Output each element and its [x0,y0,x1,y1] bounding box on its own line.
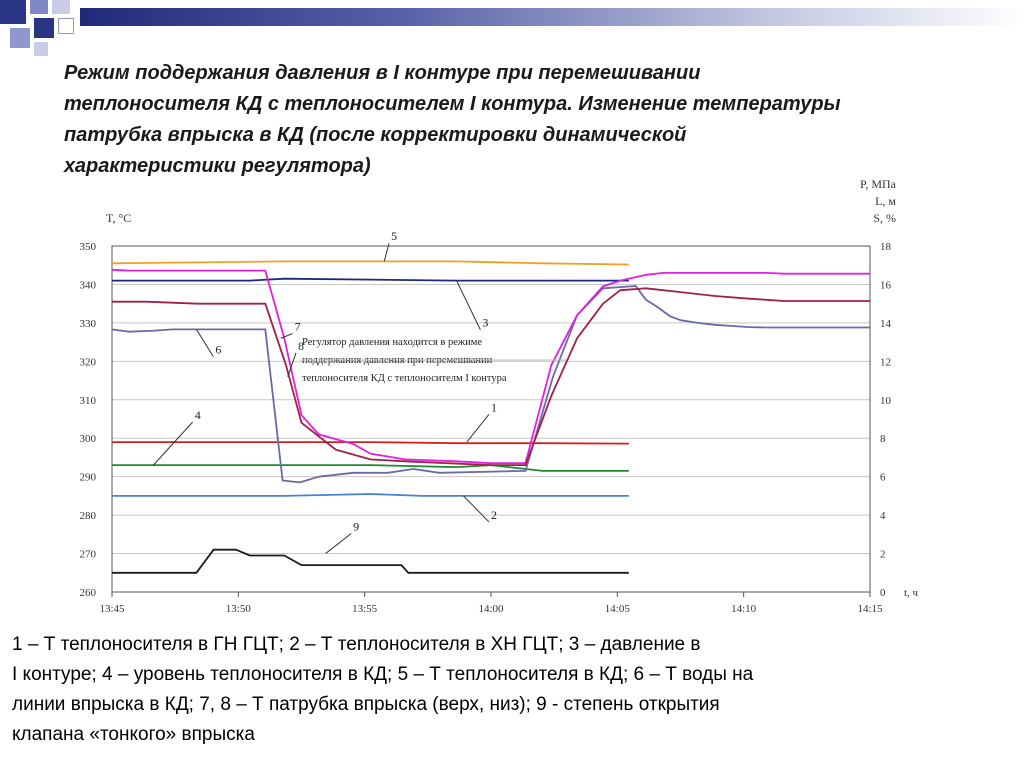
series-leader-2 [463,495,490,523]
left-tick-label: 270 [80,549,97,561]
series-leader-6 [195,329,214,357]
x-tick-label: 14:15 [857,603,883,615]
left-axis-title: T, °C [106,211,131,225]
left-tick-label: 330 [80,318,97,330]
caption-line: I контуре; 4 – уровень теплоносителя в К… [12,664,754,685]
right-tick-label: 0 [880,587,886,599]
left-tick-label: 290 [80,472,97,484]
series-label-1: 1 [491,400,497,414]
series-leader-8 [287,352,297,377]
x-tick-label: 13:55 [352,603,378,615]
series-leader-9 [325,533,352,554]
series-label-9: 9 [353,519,359,533]
chart-frame [111,245,871,597]
right-tick-label: 8 [880,433,886,445]
plot-frame [111,245,871,593]
series-label-2: 2 [491,508,497,522]
left-tick-label: 350 [80,241,97,253]
chart-series: 1 2 3 4 5 6 7 8 9 [111,229,870,574]
series-line-1 [112,441,629,445]
series-leader-5 [383,243,390,262]
right-tick-label: 14 [880,318,892,330]
series-label-4: 4 [195,408,201,422]
series-line-8 [112,287,870,467]
header-bar [80,8,1024,26]
slide-title: Режим поддержания давления в I контуре п… [64,58,1014,182]
right-tick-label: 2 [880,549,886,561]
right-tick-label: 4 [880,510,886,522]
series-leader-4 [152,421,194,466]
series-label-3: 3 [482,316,488,330]
slide-logo [0,0,80,60]
x-tick-label: 14:00 [478,603,504,615]
left-tick-label: 260 [80,587,97,599]
right-tick-label: 12 [880,356,891,368]
right-tick-label: 10 [880,395,892,407]
left-tick-label: 300 [80,433,97,445]
x-tick-label: 14:05 [605,603,631,615]
chart-annotation: Регулятор давления находится в режимепод… [300,337,566,384]
series-line-6 [111,285,870,484]
series-leader-1 [466,413,490,443]
right-tick-label: 6 [880,472,886,484]
x-axis-label: t, ч [904,587,919,599]
left-tick-label: 310 [80,395,97,407]
series-line-3 [112,277,629,282]
title-line: Режим поддержания давления в I контуре п… [64,62,701,84]
series-label-8: 8 [298,339,304,353]
right-axis-title: S, % [873,211,896,225]
left-tick-label: 280 [80,510,97,522]
series-label-5: 5 [391,229,397,243]
series-line-9 [112,548,629,574]
x-tick-label: 13:45 [99,603,125,615]
caption-line: 1 – Т теплоносителя в ГН ГЦТ; 2 – Т тепл… [12,634,701,655]
right-axis-title: P, МПа [860,177,897,191]
legend-caption: 1 – Т теплоносителя в ГН ГЦТ; 2 – Т тепл… [12,630,1017,750]
left-tick-label: 340 [80,279,97,291]
title-line: патрубка впрыска в КД (после корректиров… [64,124,687,146]
x-tick-label: 14:10 [731,603,757,615]
series-line-4 [112,464,629,472]
title-line: характеристики регулятора) [64,155,371,177]
series-line-2 [112,493,629,497]
left-tick-label: 320 [80,356,97,368]
caption-line: линии впрыска в КД; 7, 8 – Т патрубка вп… [12,694,720,715]
caption-line: клапана «тонкого» впрыска [12,724,255,745]
series-label-6: 6 [215,343,221,357]
right-tick-label: 16 [880,279,892,291]
series-line-7 [111,268,870,465]
x-tick-label: 13:50 [226,603,252,615]
right-axis-title: L, м [875,194,896,208]
series-label-7: 7 [295,320,301,334]
right-tick-label: 18 [880,241,892,253]
chart-grid [112,245,870,593]
annotation-line: теплоносителя КД с теплоносителм I конту… [302,373,507,384]
annotation-line: Регулятор давления находится в режиме [302,337,482,348]
series-leader-7 [280,333,293,339]
title-line: теплоносителя КД с теплоносителем I конт… [64,93,841,115]
series-leader-3 [456,280,481,330]
series-line-5 [111,260,629,266]
